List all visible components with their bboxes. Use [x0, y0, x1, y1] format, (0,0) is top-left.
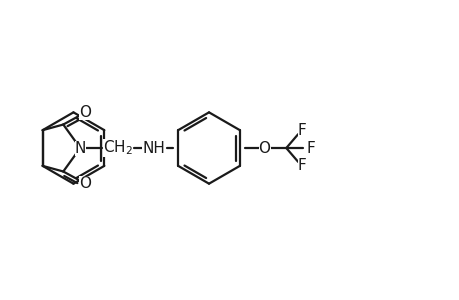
- Text: O: O: [258, 140, 270, 155]
- Text: F: F: [306, 140, 315, 155]
- Text: F: F: [297, 158, 306, 173]
- Text: CH$_2$: CH$_2$: [103, 139, 133, 158]
- Text: NH: NH: [142, 140, 165, 155]
- Text: O: O: [79, 176, 91, 191]
- Text: O: O: [79, 105, 91, 120]
- Text: N: N: [74, 140, 86, 155]
- Text: F: F: [297, 123, 306, 138]
